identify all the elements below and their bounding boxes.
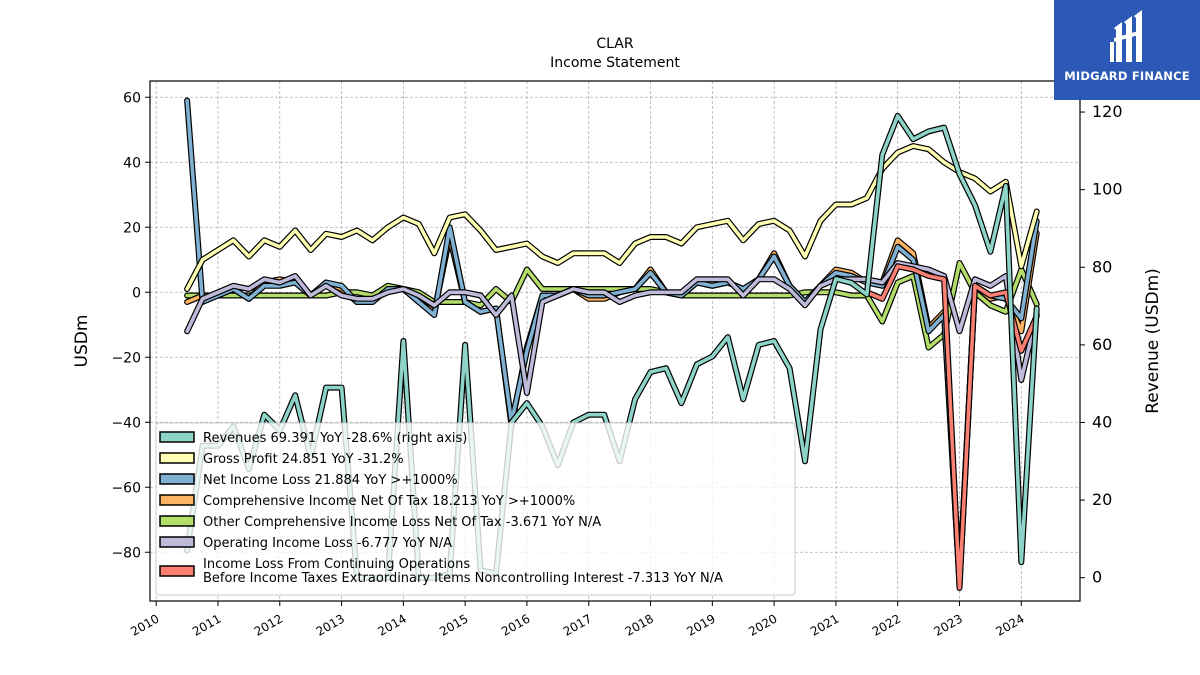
- y-tick-label: −60: [111, 480, 141, 496]
- legend-swatch: [159, 452, 195, 464]
- legend-label: Net Income Loss 21.884 YoY >+1000%: [203, 473, 458, 488]
- y2-tick-label: 120: [1092, 102, 1123, 121]
- plot-frame: [149, 80, 1081, 602]
- midgard-logo-icon: [1110, 10, 1142, 62]
- x-tick-label: 2011: [190, 611, 223, 638]
- legend-label: Income Loss From Continuing Operations: [203, 557, 470, 572]
- y-axis-label: USDm: [72, 315, 92, 368]
- x-tick-label: 2014: [375, 611, 408, 638]
- legend-label: Other Comprehensive Income Loss Net Of T…: [203, 515, 601, 530]
- chart-subtitle: Income Statement: [550, 55, 680, 71]
- y-tick-label: −80: [111, 545, 141, 561]
- x-tick-label: 2013: [314, 611, 347, 638]
- legend-label: Revenues 69.391 YoY -28.6% (right axis): [203, 431, 467, 446]
- chart-title: CLAR: [596, 36, 633, 52]
- legend-box: [155, 422, 796, 596]
- x-tick-label: 2018: [623, 611, 656, 638]
- y2-tick-label: 40: [1092, 412, 1112, 431]
- legend-swatch: [159, 431, 195, 443]
- x-tick-label: 2017: [561, 611, 594, 638]
- x-tick-label: 2023: [932, 611, 965, 638]
- x-tick-label: 2022: [870, 611, 903, 638]
- x-tick-label: 2012: [252, 611, 285, 638]
- x-tick-label: 2019: [684, 611, 717, 638]
- legend-swatch: [159, 565, 195, 577]
- brand-logo: MIDGARD FINANCE: [1054, 0, 1200, 100]
- x-tick-label: 2021: [808, 611, 841, 638]
- y-tick-label: 0: [132, 285, 141, 301]
- y2-tick-label: 100: [1092, 180, 1123, 199]
- y2-axis-label: Revenue (USDm): [1143, 268, 1163, 414]
- x-tick-label: 2010: [128, 611, 161, 638]
- legend-label: Operating Income Loss -6.777 YoY N/A: [203, 536, 452, 551]
- y-tick-label: 40: [123, 155, 141, 171]
- legend-label: Gross Profit 24.851 YoY -31.2%: [203, 452, 404, 467]
- x-tick-label: 2024: [993, 611, 1026, 638]
- series-5-outline: [184, 260, 1040, 396]
- x-tick-label: 2016: [499, 611, 532, 638]
- legend-swatch: [159, 515, 195, 527]
- x-tick-label: 2015: [437, 611, 470, 638]
- y-tick-label: 20: [123, 220, 141, 236]
- y2-tick-label: 80: [1092, 257, 1112, 276]
- legend-label: Comprehensive Income Net Of Tax 18.213 Y…: [203, 494, 575, 509]
- y-tick-label: −40: [111, 415, 141, 431]
- y2-tick-label: 0: [1092, 568, 1102, 587]
- series-1-line: [185, 144, 1039, 291]
- series-4-outline: [184, 260, 1040, 351]
- series-5-line: [185, 261, 1039, 395]
- legend-swatch: [159, 494, 195, 506]
- y-tick-label: 60: [123, 90, 141, 106]
- legend-label: Before Income Taxes Extraordinary Items …: [203, 571, 723, 586]
- x-tick-label: 2020: [746, 611, 779, 638]
- brand-name: MIDGARD FINANCE: [1064, 69, 1190, 83]
- y2-tick-label: 60: [1092, 335, 1112, 354]
- legend-swatch: [159, 473, 195, 485]
- legend-swatch: [159, 536, 195, 548]
- y2-tick-label: 20: [1092, 490, 1112, 509]
- series-4-line: [185, 261, 1039, 350]
- chart-legend: Revenues 69.391 YoY -28.6% (right axis) G…: [155, 422, 796, 596]
- y-tick-label: −20: [111, 350, 141, 366]
